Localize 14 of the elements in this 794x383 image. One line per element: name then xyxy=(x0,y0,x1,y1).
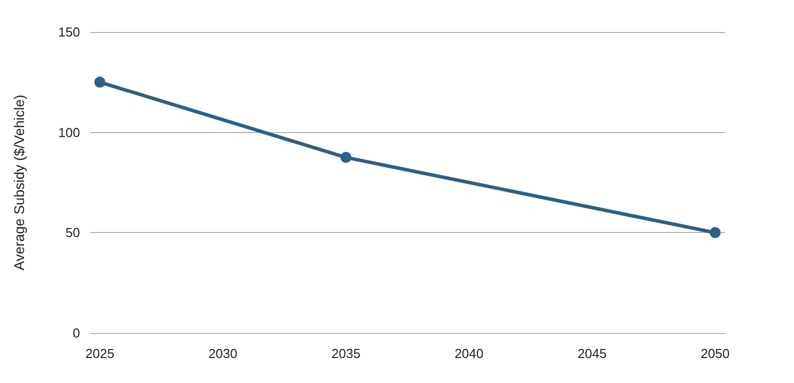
x-tick-label: 2040 xyxy=(454,346,484,361)
y-tick-label: 100 xyxy=(58,124,80,140)
x-tick-label: 2050 xyxy=(700,346,730,361)
x-tick-label: 2035 xyxy=(332,346,360,361)
x-tick-label: 2025 xyxy=(85,346,114,361)
y-tick-label: 50 xyxy=(66,225,80,240)
x-tick-label: 2030 xyxy=(208,346,238,361)
point xyxy=(94,76,106,88)
y-axis-title: Average Subsidy ($/Vehicle) xyxy=(11,94,27,270)
y-tick-label: 150 xyxy=(58,24,80,40)
point xyxy=(710,227,721,238)
y-tick-label: 0 xyxy=(72,326,80,340)
point xyxy=(340,152,352,163)
x-tick-label: 2045 xyxy=(578,346,607,361)
